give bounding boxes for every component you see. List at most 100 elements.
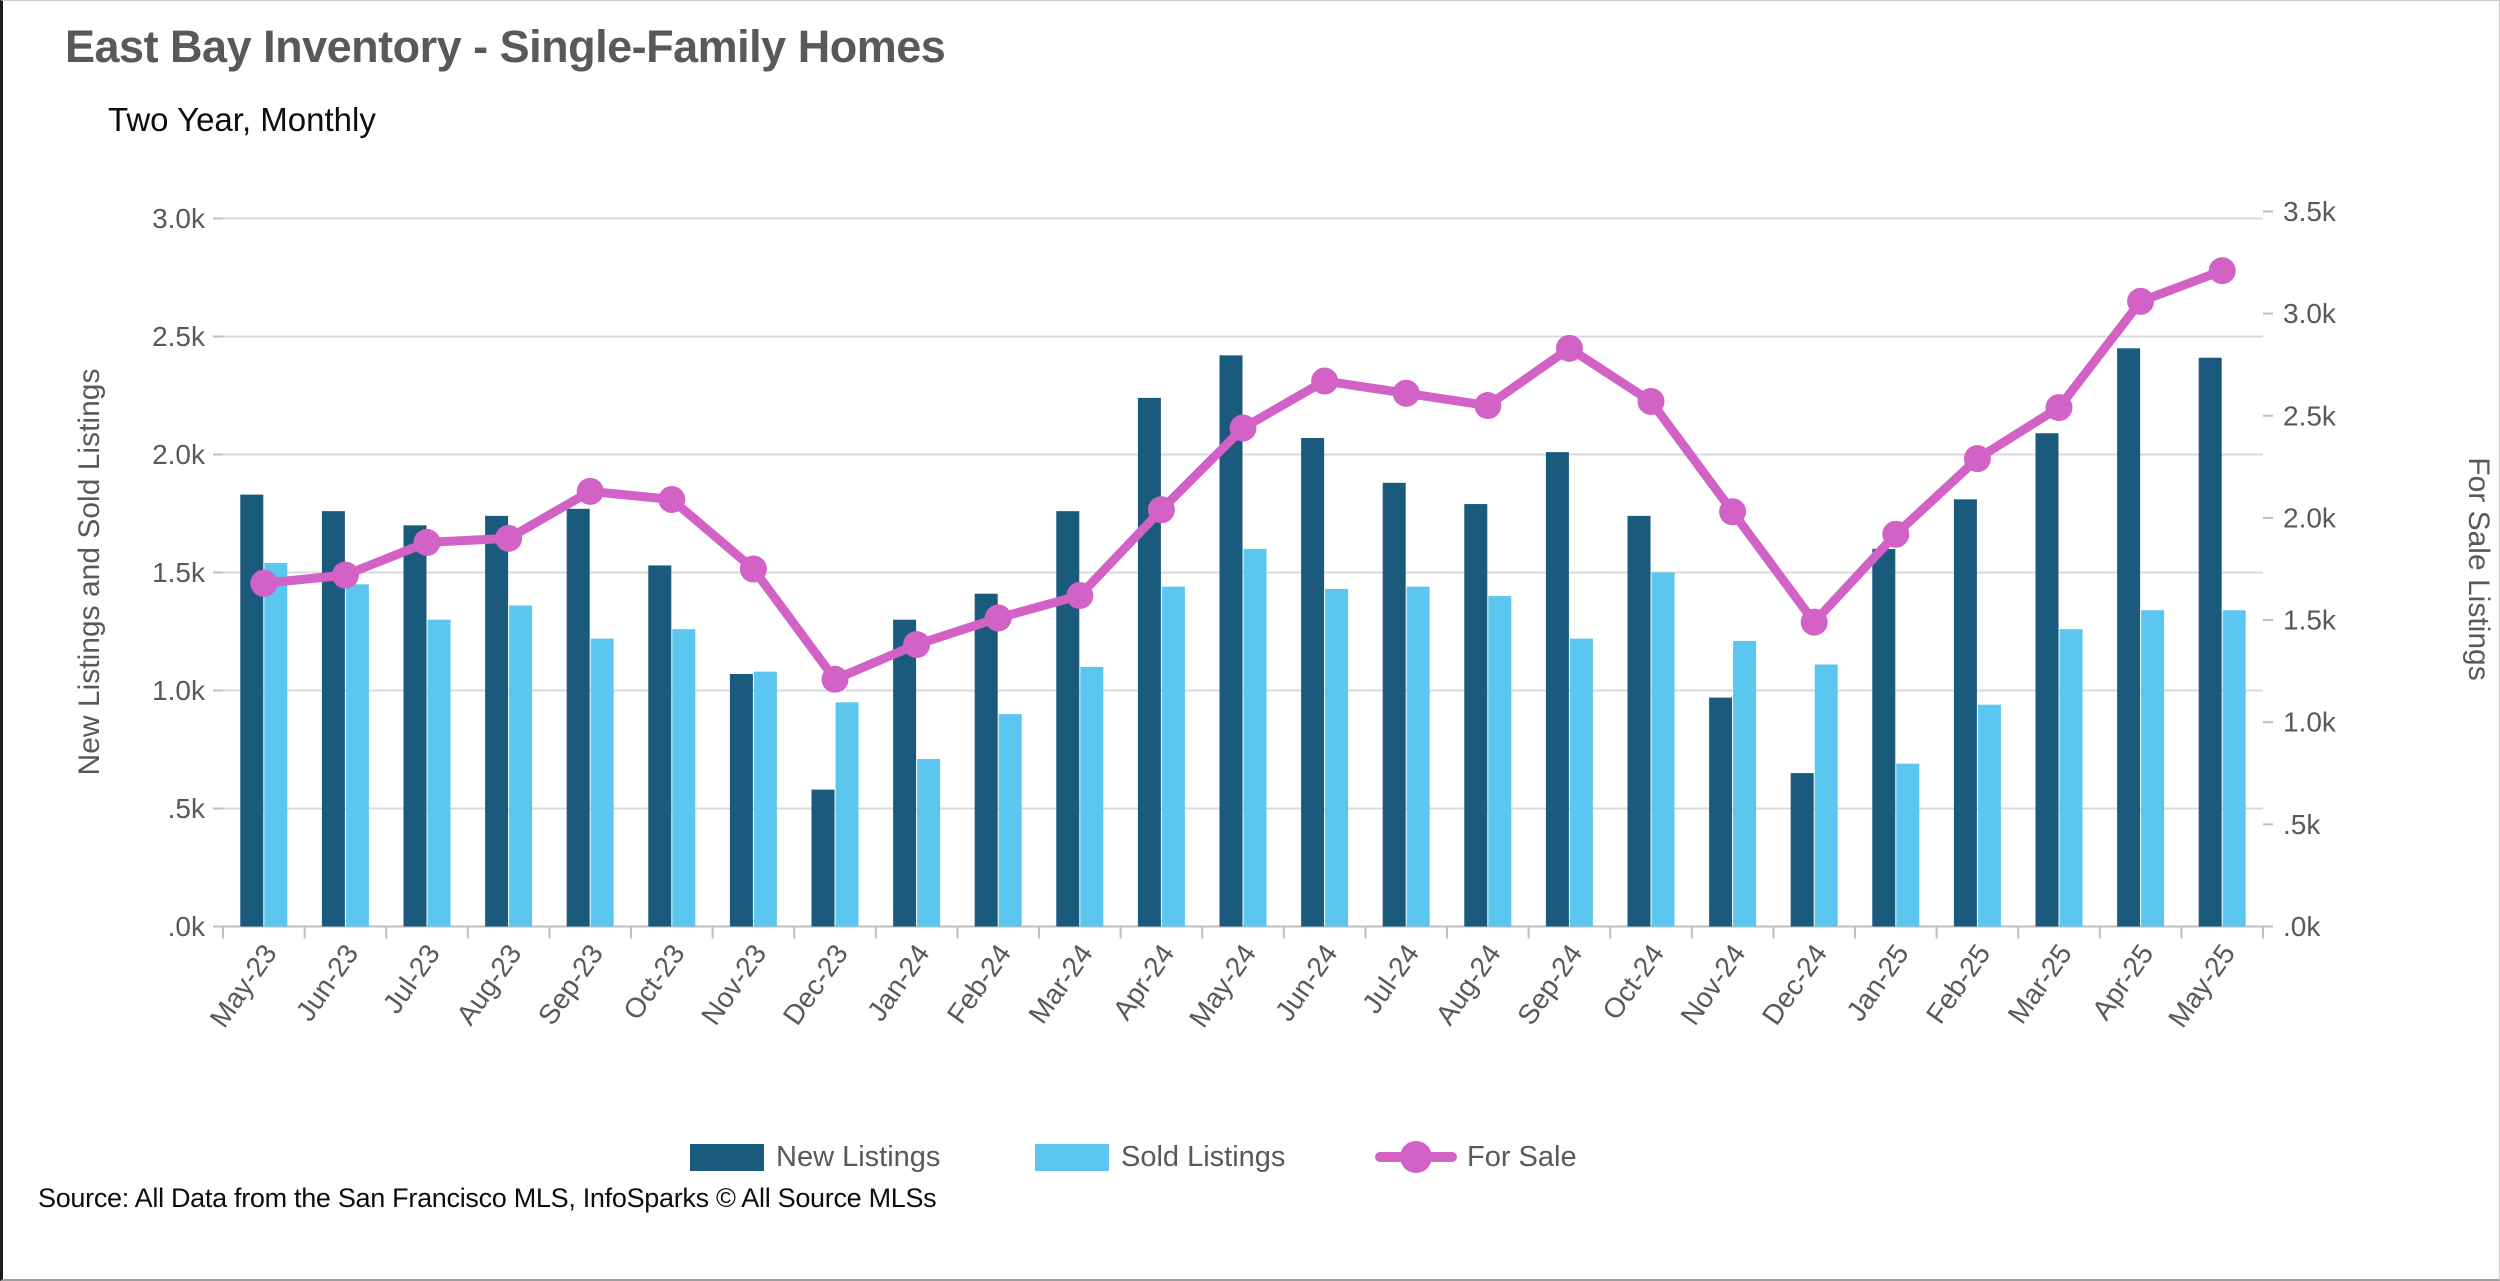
- left-axis-tick-label: 1.0k: [152, 675, 206, 706]
- left-axis-tick-label: 3.0k: [152, 203, 206, 234]
- for-sale-point: [1392, 379, 1420, 407]
- right-axis-title: For Sale Listings: [2462, 457, 2495, 680]
- bar-new-listings: [2198, 357, 2222, 927]
- for-sale-point: [250, 569, 278, 597]
- bar-new-listings: [1301, 437, 1325, 927]
- for-sale-point: [2127, 287, 2155, 315]
- bar-new-listings: [729, 673, 753, 927]
- x-axis-month-label: Jan-24: [861, 939, 936, 1027]
- x-axis-month-label: Dec-23: [777, 939, 854, 1031]
- for-sale-point: [413, 528, 441, 556]
- for-sale-point: [739, 555, 767, 583]
- x-axis-month-label: May-25: [2162, 939, 2241, 1033]
- for-sale-point: [1963, 445, 1991, 473]
- bar-new-listings: [1056, 511, 1080, 927]
- legend-label: For Sale: [1467, 1140, 1577, 1173]
- bar-sold-listings: [835, 702, 859, 927]
- for-sale-point: [2045, 394, 2073, 422]
- bar-new-listings: [1137, 397, 1161, 927]
- source-note: Source: All Data from the San Francisco …: [38, 1183, 937, 1213]
- x-axis-month-label: Apr-25: [2086, 939, 2160, 1026]
- for-sale-point: [2208, 257, 2236, 285]
- left-axis-tick-label: .0k: [168, 911, 206, 942]
- x-axis-month-label: Feb-25: [1920, 939, 1996, 1029]
- legend-item-for-sale: For Sale: [1375, 1129, 1577, 1185]
- for-sale-line: [259, 266, 2227, 684]
- bar-sold-listings: [1406, 586, 1430, 927]
- bar-new-listings: [893, 619, 917, 927]
- bar-sold-listings: [2141, 610, 2165, 927]
- bar-new-listings: [403, 525, 427, 927]
- chart-subtitle: Two Year, Monthly: [108, 101, 376, 138]
- chart-legend: New Listings Sold Listings For Sale: [3, 1129, 2499, 1185]
- bar-new-listings: [1545, 452, 1569, 927]
- bar-new-listings: [1709, 697, 1733, 927]
- bar-new-listings: [2117, 348, 2141, 927]
- bar-sold-listings: [590, 638, 614, 927]
- bar-new-listings: [1219, 355, 1243, 927]
- x-axis-month-label: Aug-23: [450, 939, 527, 1031]
- x-axis-month-label: Mar-24: [1022, 939, 1098, 1029]
- x-axis-month-label: Oct-23: [617, 939, 691, 1026]
- bar-new-listings: [1872, 548, 1896, 927]
- right-axis-tick-label: 2.5k: [2283, 400, 2337, 431]
- legend-label: New Listings: [776, 1140, 941, 1173]
- bar-new-listings: [321, 511, 345, 927]
- legend-swatch-icon: [1035, 1143, 1109, 1171]
- bar-sold-listings: [2222, 610, 2246, 927]
- bar-sold-listings: [1896, 763, 1920, 927]
- right-axis-tick-label: 1.5k: [2283, 605, 2337, 636]
- x-axis-month-label: Nov-24: [1674, 939, 1751, 1031]
- bar-new-listings: [2035, 433, 2059, 927]
- x-axis-month-label: Jan-25: [1840, 939, 1915, 1027]
- bar-new-listings: [1627, 515, 1651, 927]
- bar-new-listings: [648, 565, 672, 927]
- bar-new-listings: [1382, 482, 1406, 927]
- left-axis-title: New Listings and Sold Listings: [73, 369, 106, 776]
- bar-new-listings: [566, 508, 590, 927]
- right-axis-tick-label: .5k: [2283, 809, 2321, 840]
- for-sale-point: [1229, 414, 1257, 442]
- for-sale-point: [658, 486, 686, 514]
- bar-sold-listings: [509, 605, 533, 927]
- for-sale-point: [1555, 334, 1583, 362]
- bar-sold-listings: [672, 629, 696, 927]
- x-axis-month-label: Sep-24: [1511, 939, 1588, 1031]
- bar-sold-listings: [1161, 586, 1185, 927]
- bar-sold-listings: [345, 584, 369, 927]
- legend-swatch-icon: [690, 1143, 764, 1171]
- bar-sold-listings: [917, 758, 941, 927]
- bar-sold-listings: [998, 714, 1022, 927]
- for-sale-point: [1066, 582, 1094, 610]
- bar-new-listings: [1790, 773, 1814, 927]
- for-sale-point: [903, 631, 931, 659]
- bar-new-listings: [240, 494, 264, 927]
- for-sale-point: [1474, 392, 1502, 420]
- x-axis-month-label: May-24: [1183, 939, 1262, 1033]
- x-axis-month-label: Apr-24: [1107, 939, 1181, 1026]
- bar-sold-listings: [1977, 704, 2001, 927]
- bar-sold-listings: [2059, 629, 2083, 927]
- x-axis-month-label: Dec-24: [1756, 939, 1833, 1031]
- x-axis-month-label: Feb-24: [941, 939, 1017, 1029]
- for-sale-point: [821, 665, 849, 693]
- x-axis-month-label: Jun-24: [1269, 939, 1344, 1027]
- bar-new-listings: [811, 789, 835, 927]
- legend-line-icon: [1375, 1141, 1457, 1173]
- for-sale-point: [1719, 498, 1747, 526]
- for-sale-point: [1147, 496, 1175, 524]
- right-axis-tick-label: 1.0k: [2283, 707, 2337, 738]
- x-axis-month-label: Nov-23: [695, 939, 772, 1031]
- bar-sold-listings: [427, 619, 451, 927]
- x-axis-month-label: May-23: [204, 939, 283, 1033]
- page-title: East Bay Inventory - Single-Family Homes: [65, 21, 946, 72]
- left-axis-tick-label: 1.5k: [152, 557, 206, 588]
- for-sale-point: [1637, 387, 1665, 415]
- legend-label: Sold Listings: [1121, 1140, 1286, 1173]
- for-sale-point: [495, 524, 523, 552]
- bar-sold-listings: [1325, 589, 1349, 927]
- x-axis-month-label: Sep-23: [532, 939, 609, 1031]
- bar-sold-listings: [1651, 572, 1675, 927]
- x-axis-month-label: Jul-23: [377, 939, 446, 1019]
